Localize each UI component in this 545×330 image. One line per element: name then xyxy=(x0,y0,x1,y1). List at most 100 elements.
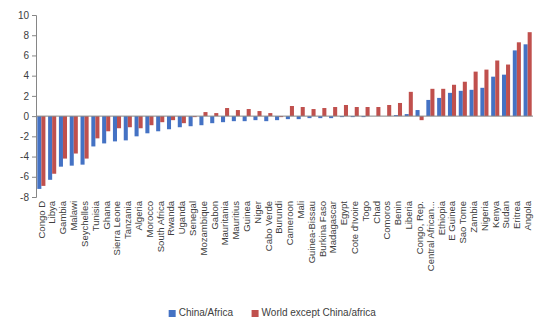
y-axis: -8-6-4-20246810 xyxy=(18,10,37,203)
bar xyxy=(156,116,160,131)
x-tick-label: Angola xyxy=(522,200,533,230)
y-tick-label: 10 xyxy=(18,10,30,21)
bar xyxy=(312,109,316,116)
bar xyxy=(247,109,251,116)
bar xyxy=(480,88,484,116)
x-tick-label: Egypt xyxy=(338,201,349,226)
x-tick-label: Congo D xyxy=(36,201,47,239)
x-tick: Uganda xyxy=(176,200,187,234)
x-tick-label: Benin xyxy=(392,201,403,225)
bar xyxy=(264,116,268,121)
bar xyxy=(484,70,488,117)
bar xyxy=(275,116,279,120)
y-tick-mark xyxy=(32,136,36,137)
y-tick: 2 xyxy=(23,91,36,102)
x-tick: Gabon xyxy=(209,201,220,230)
bar xyxy=(135,116,139,136)
x-tick: Cote d'Ivoire xyxy=(349,201,360,254)
bar xyxy=(409,92,413,116)
x-tick: Guinea-Bissau xyxy=(306,201,317,263)
x-tick: Egypt xyxy=(338,201,349,226)
x-tick: Gambia xyxy=(57,200,68,234)
bar xyxy=(95,116,99,138)
x-tick: Sao Tome xyxy=(457,201,468,244)
x-tick-label: Malawi xyxy=(68,201,79,231)
x-tick: Angola xyxy=(522,200,533,230)
bar xyxy=(344,105,348,116)
y-tick: 10 xyxy=(18,10,36,21)
y-tick: 0 xyxy=(23,111,36,122)
x-tick-label: Niger xyxy=(252,201,263,224)
bar xyxy=(426,100,430,116)
x-tick: South Africa xyxy=(155,200,166,252)
bar xyxy=(149,116,153,125)
x-tick-label: Guinea-Bissau xyxy=(306,201,317,263)
bar xyxy=(189,116,193,126)
bar xyxy=(160,116,164,122)
x-tick: Benin xyxy=(392,201,403,225)
x-tick-label: Seychelles xyxy=(79,201,90,247)
legend-swatch xyxy=(169,310,176,317)
x-tick-label: Burkina Faso xyxy=(317,201,328,257)
y-tick: -6 xyxy=(20,171,36,182)
bar xyxy=(117,116,121,128)
legend-swatch xyxy=(252,310,259,317)
x-tick-label: Algeria xyxy=(133,200,144,230)
x-tick-label: Ghana xyxy=(101,200,112,229)
x-tick: Guinea xyxy=(241,200,252,231)
baseline xyxy=(36,116,533,117)
bar xyxy=(290,106,294,116)
bar xyxy=(171,116,175,120)
x-tick-label: Nigeria xyxy=(479,200,490,231)
bar xyxy=(253,116,257,120)
bar xyxy=(463,82,467,116)
x-tick: Central African... xyxy=(425,201,436,271)
x-tick-label: Gabon xyxy=(209,201,220,230)
legend-label: World except China/africa xyxy=(262,307,377,318)
bar xyxy=(178,116,182,127)
y-tick-label: -6 xyxy=(20,171,29,182)
bar xyxy=(106,116,110,131)
x-tick-label: Guinea xyxy=(241,200,252,231)
y-tick-mark xyxy=(32,55,36,56)
bar xyxy=(355,107,359,116)
bar xyxy=(236,110,240,116)
x-tick-label: Senegal xyxy=(187,201,198,236)
y-tick: -4 xyxy=(20,151,36,162)
bar xyxy=(430,89,434,116)
x-tick: Mauritius xyxy=(230,201,241,240)
y-tick-label: 4 xyxy=(23,70,29,81)
bar xyxy=(459,91,463,116)
x-tick: Nigeria xyxy=(479,200,490,231)
y-tick-label: -2 xyxy=(20,131,29,142)
x-tick: Comoros xyxy=(381,201,392,240)
bar xyxy=(210,116,214,123)
bar xyxy=(225,108,229,116)
bar xyxy=(203,112,207,116)
x-tick: Togo xyxy=(360,201,371,222)
bar xyxy=(59,116,63,167)
x-tick-label: Ethiopia xyxy=(436,200,447,235)
bar xyxy=(524,44,528,116)
x-tick: Cabo Verde xyxy=(263,201,274,251)
legend-item: World except China/africa xyxy=(252,307,377,318)
x-tick: Madagascar xyxy=(327,201,338,253)
y-tick-mark xyxy=(32,177,36,178)
x-tick-label: Chad xyxy=(371,201,382,224)
x-tick: Burundi xyxy=(273,201,284,234)
x-tick: Malawi xyxy=(68,201,79,231)
x-tick-label: Tunisia xyxy=(90,200,101,231)
x-tick: Ethiopia xyxy=(436,200,447,235)
bar xyxy=(448,93,452,116)
y-axis-line xyxy=(32,16,37,198)
bar xyxy=(74,116,78,153)
x-tick: Sudan xyxy=(500,201,511,228)
x-tick: Tunisia xyxy=(90,200,101,231)
bars xyxy=(37,32,531,189)
x-tick: Mali xyxy=(295,201,306,218)
x-tick: Tanzania xyxy=(122,200,133,239)
x-tick-label: Sao Tome xyxy=(457,201,468,244)
bar xyxy=(366,107,370,116)
bar xyxy=(63,116,67,158)
bar xyxy=(301,107,305,116)
